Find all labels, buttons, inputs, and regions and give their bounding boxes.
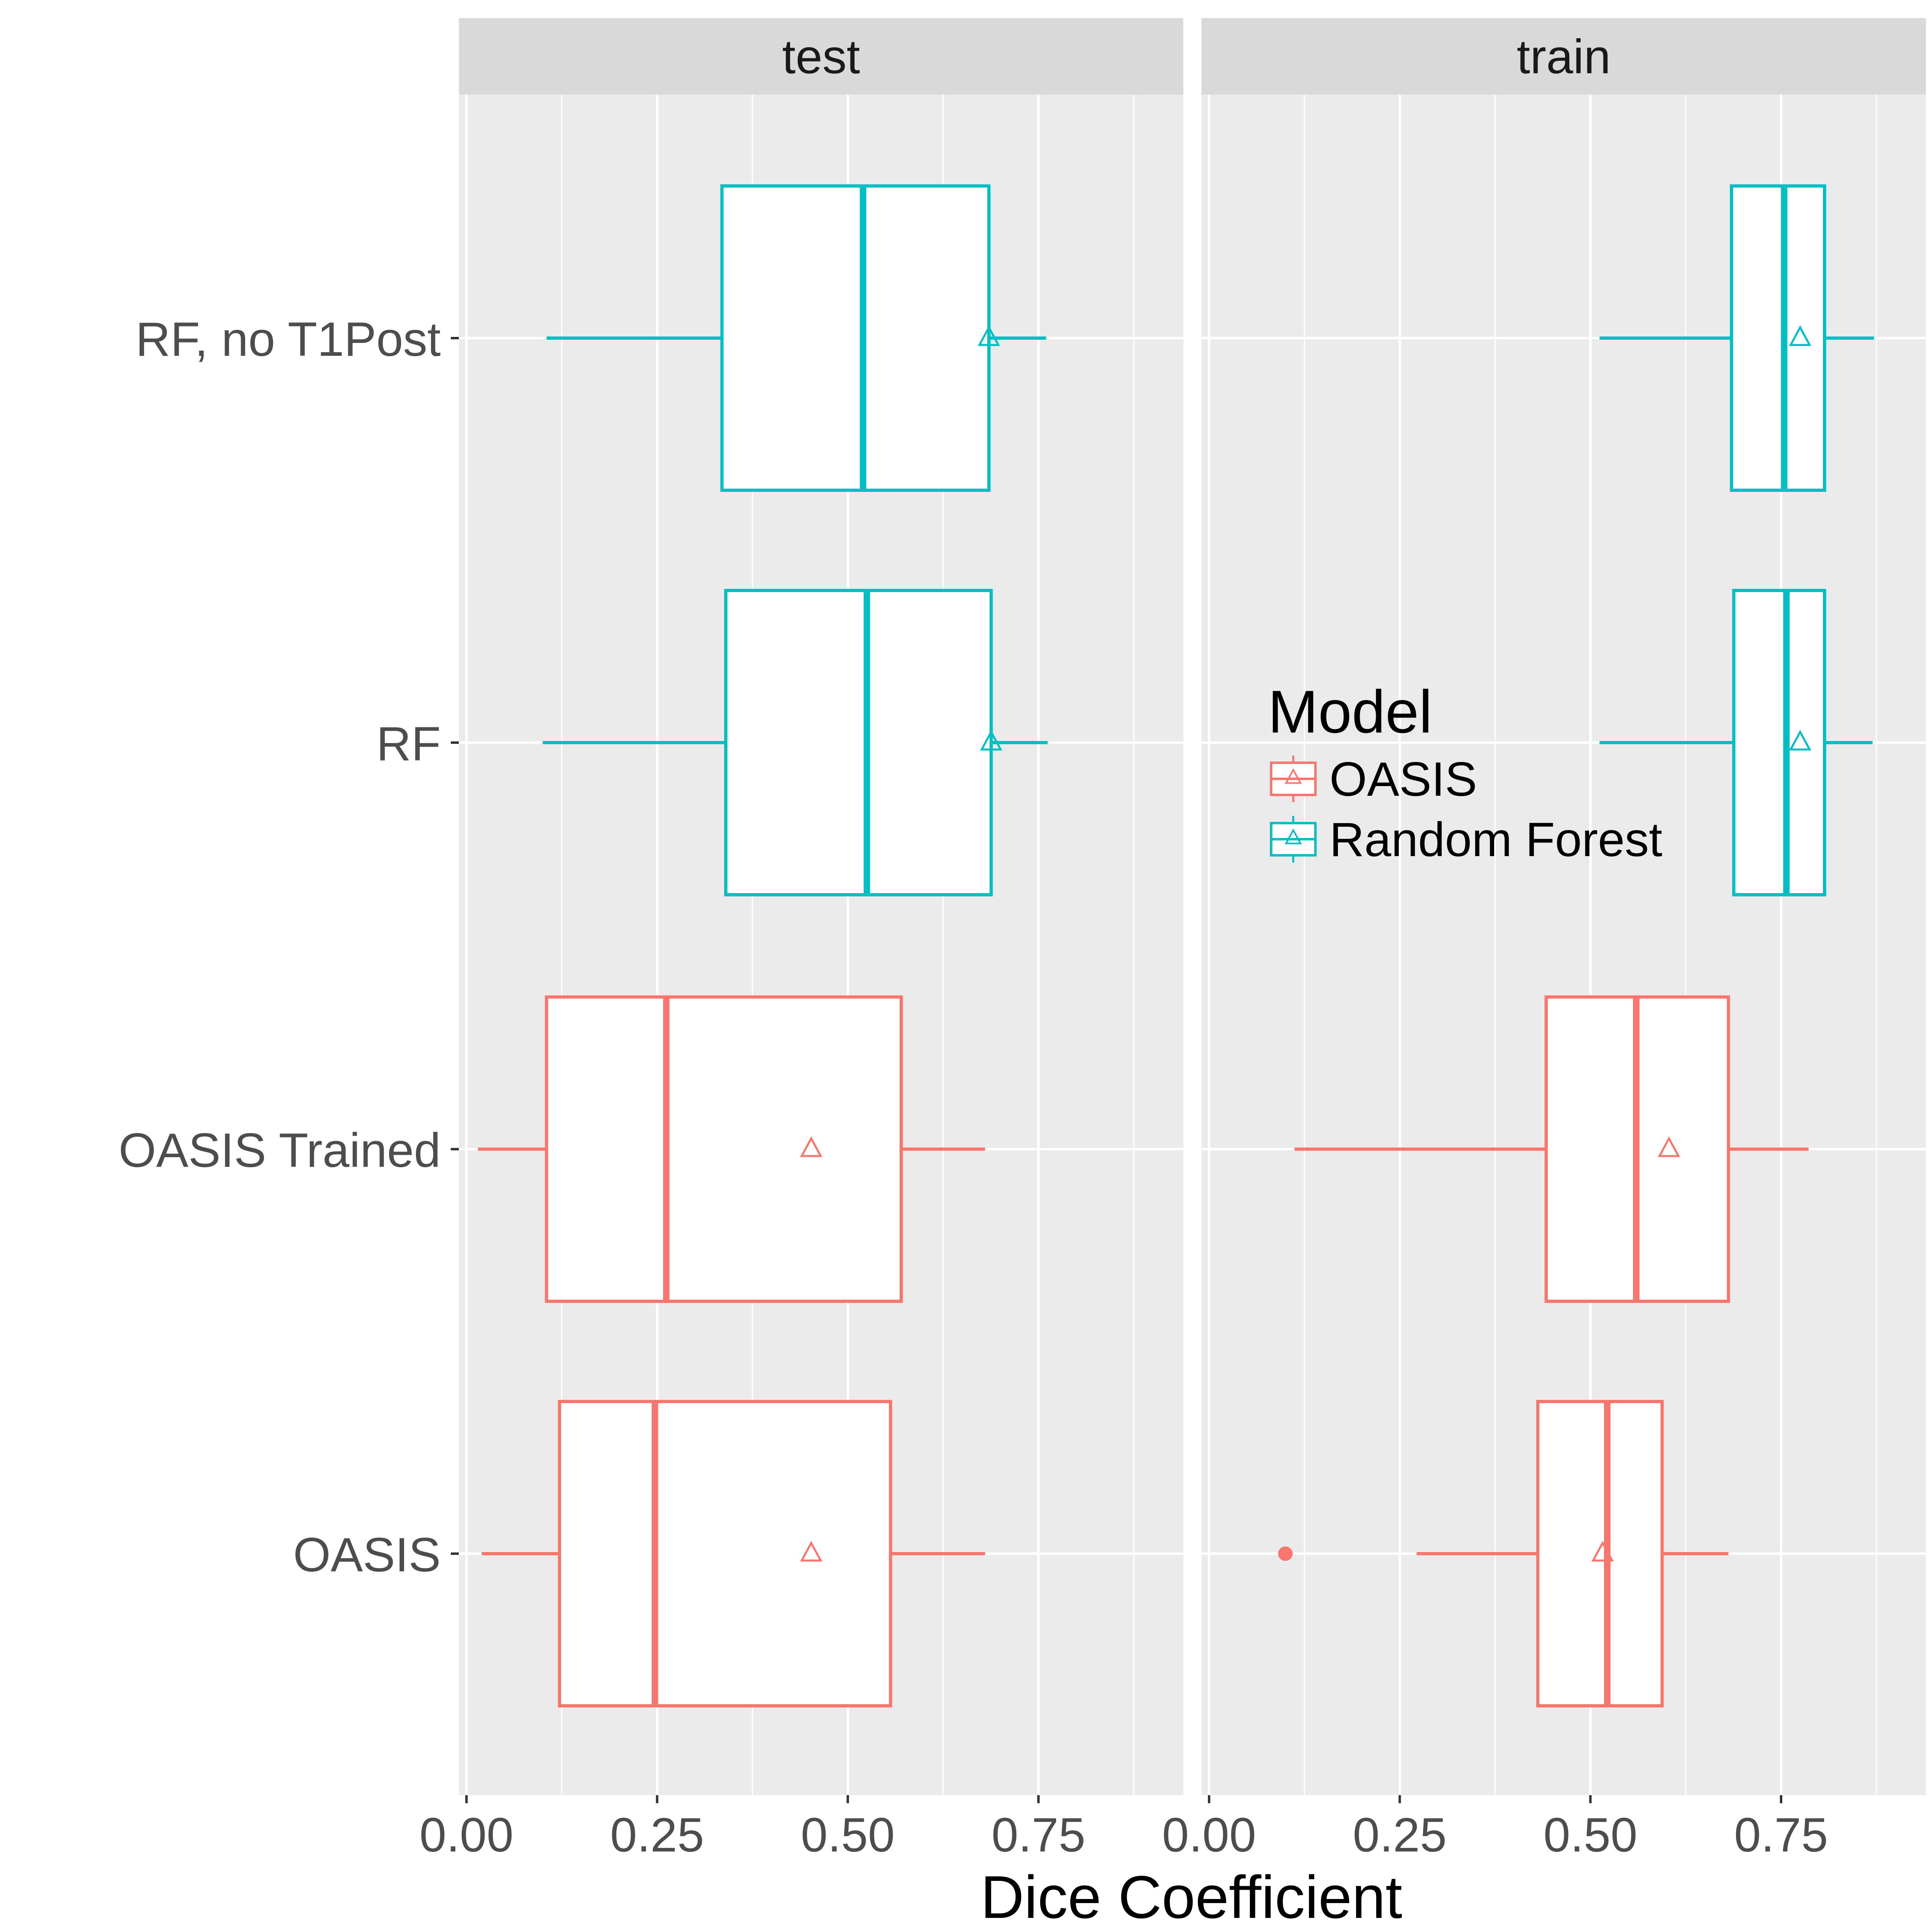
iqr-box (558, 1400, 892, 1707)
iqr-box (1732, 589, 1827, 896)
legend-key-0 (1270, 755, 1317, 802)
x-tick-label: 0.25 (1353, 1808, 1447, 1862)
box-test-0 (546, 184, 1046, 492)
y-tick-label: OASIS Trained (119, 1123, 441, 1177)
iqr-box (720, 184, 991, 492)
mean-marker (1591, 1541, 1614, 1562)
strip-label-train: train (1517, 30, 1610, 84)
iqr-box (1730, 184, 1827, 492)
mean-marker (978, 325, 1000, 346)
legend-label: OASIS (1329, 752, 1477, 806)
box-train-1 (1600, 589, 1873, 896)
legend-key-mean (1284, 768, 1302, 784)
y-tick-label: OASIS (293, 1528, 441, 1582)
mean-marker (1789, 325, 1812, 346)
panel-test: test (459, 18, 1183, 1795)
legend-title: Model (1268, 678, 1432, 745)
mean-marker (980, 730, 1003, 751)
box-test-2 (478, 995, 985, 1303)
x-tick-label: 0.00 (419, 1808, 514, 1862)
legend-label: Random Forest (1329, 813, 1662, 867)
panels-layer: test train (459, 18, 1926, 1795)
x-tick-label: 0.50 (801, 1808, 895, 1862)
box-train-0 (1600, 184, 1874, 492)
x-tick-label: 0.50 (1544, 1808, 1638, 1862)
y-tick-label: RF (376, 717, 441, 771)
iqr-box (545, 995, 903, 1303)
y-tick-label: RF, no T1Post (136, 312, 441, 366)
box-train-2 (1294, 995, 1809, 1303)
panel-train: train (1201, 18, 1926, 1795)
mean-marker (1789, 730, 1812, 751)
x-axis: 0.00 0.25 0.50 0.75 0.00 0.25 0.50 0.75 (419, 1795, 1828, 1862)
x-axis-title: Dice Coefficient (980, 1863, 1402, 1931)
x-tick-label: 0.75 (1734, 1808, 1828, 1862)
x-tick-label: 0.25 (610, 1808, 704, 1862)
mean-marker (800, 1136, 823, 1157)
box-train-3 (1416, 1400, 1729, 1707)
box-test-3 (481, 1400, 985, 1707)
iqr-box (1536, 1400, 1664, 1707)
legend: Model OASIS Random Forest (1268, 678, 1662, 867)
mean-marker (1657, 1136, 1680, 1157)
iqr-box (724, 589, 993, 896)
strip-label-test: test (782, 30, 860, 84)
outlier-point (1278, 1546, 1293, 1561)
strip-background (1201, 18, 1926, 95)
y-axis: RF, no T1Post RF OASIS Trained OASIS (119, 312, 459, 1582)
box-test-1 (543, 589, 1048, 896)
x-tick-label: 0.75 (991, 1808, 1086, 1862)
mean-marker (800, 1541, 823, 1562)
legend-key-1 (1270, 816, 1317, 863)
x-tick-label: 0.00 (1162, 1808, 1256, 1862)
strip-background (459, 18, 1183, 95)
legend-key-mean (1284, 828, 1302, 844)
